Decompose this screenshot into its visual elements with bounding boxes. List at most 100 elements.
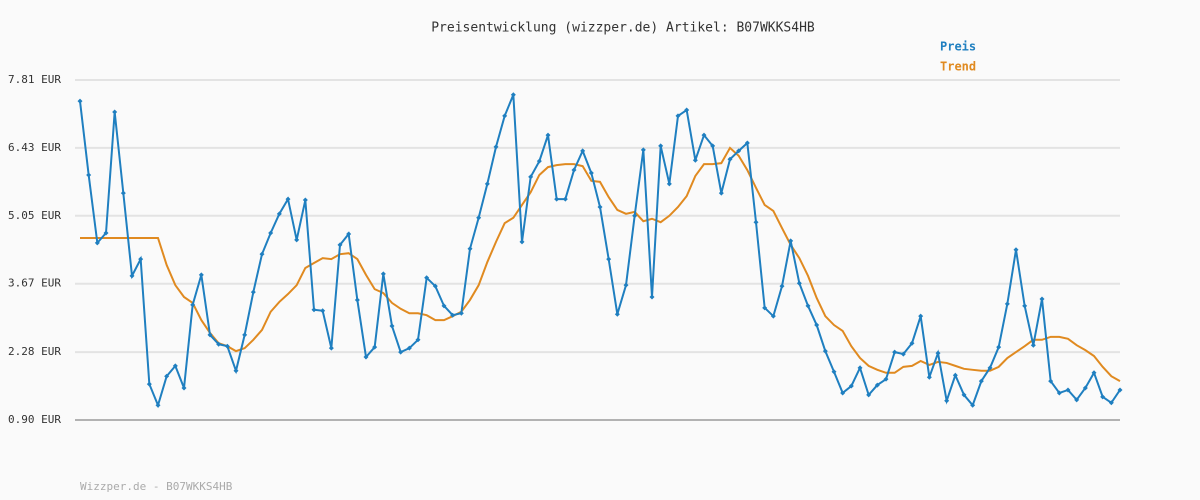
marker <box>138 256 144 262</box>
marker <box>857 365 863 371</box>
marker <box>675 113 681 119</box>
marker <box>484 181 490 187</box>
marker <box>337 242 343 248</box>
marker <box>779 283 785 289</box>
marker <box>831 369 837 375</box>
y-tick-label: 2.28 EUR <box>8 345 61 358</box>
marker <box>94 240 100 246</box>
marker <box>987 365 993 371</box>
marker <box>727 156 733 162</box>
marker <box>250 289 256 295</box>
y-tick-label: 6.43 EUR <box>8 141 61 154</box>
y-tick-label: 5.05 EUR <box>8 209 61 222</box>
marker <box>961 392 967 398</box>
marker <box>918 313 924 319</box>
marker <box>372 344 378 350</box>
marker <box>120 190 126 196</box>
marker <box>519 239 525 245</box>
marker <box>441 303 447 309</box>
marker <box>1013 247 1019 253</box>
marker <box>684 107 690 113</box>
marker <box>554 196 560 202</box>
marker <box>900 351 906 357</box>
marker <box>502 113 508 119</box>
marker <box>1022 303 1028 309</box>
marker <box>536 158 542 164</box>
marker <box>822 348 828 354</box>
marker <box>597 204 603 210</box>
marker <box>649 294 655 300</box>
marker <box>1048 378 1054 384</box>
marker <box>952 372 958 378</box>
marker <box>1074 397 1080 403</box>
marker <box>1100 394 1106 400</box>
marker <box>528 174 534 180</box>
marker <box>450 312 456 318</box>
chart-title: Preisentwicklung (wizzper.de) Artikel: B… <box>431 21 815 36</box>
marker <box>190 302 196 308</box>
marker <box>354 297 360 303</box>
footer: Wizzper.de - B07WKKS4HB <box>80 480 233 493</box>
marker <box>302 197 308 203</box>
marker <box>848 383 854 389</box>
marker <box>1117 387 1123 393</box>
marker <box>406 345 412 351</box>
marker <box>224 343 230 349</box>
marker <box>328 345 334 351</box>
marker <box>320 308 326 314</box>
marker <box>380 271 386 277</box>
marker <box>658 143 664 149</box>
legend-label: Preis <box>940 40 976 54</box>
marker <box>545 132 551 138</box>
line-1 <box>80 146 1121 382</box>
y-tick-label: 3.67 EUR <box>8 277 61 290</box>
marker <box>623 282 629 288</box>
marker <box>1004 301 1010 307</box>
marker <box>398 349 404 355</box>
marker <box>796 280 802 286</box>
marker <box>814 322 820 328</box>
marker <box>1091 370 1097 376</box>
y-tick-label: 7.81 EUR <box>8 73 61 86</box>
marker <box>805 303 811 309</box>
y-tick-label: 0.90 EUR <box>8 413 61 426</box>
marker <box>216 341 222 347</box>
marker <box>744 140 750 146</box>
marker <box>874 382 880 388</box>
marker <box>710 143 716 149</box>
marker <box>363 354 369 360</box>
marker <box>198 272 204 278</box>
marker <box>606 256 612 262</box>
marker <box>1065 387 1071 393</box>
marker <box>155 402 161 408</box>
marker <box>389 323 395 329</box>
marker <box>978 378 984 384</box>
marker <box>493 144 499 150</box>
marker <box>86 172 92 178</box>
marker <box>588 170 594 176</box>
marker <box>692 157 698 163</box>
marker <box>944 398 950 404</box>
marker <box>718 190 724 196</box>
marker <box>476 215 482 221</box>
marker <box>164 373 170 379</box>
marker <box>424 275 430 281</box>
marker <box>935 350 941 356</box>
marker <box>892 349 898 355</box>
marker <box>181 385 187 391</box>
marker <box>285 196 291 202</box>
marker <box>103 230 109 236</box>
marker <box>1056 390 1062 396</box>
marker <box>701 132 707 138</box>
legend-label: Trend <box>940 60 976 74</box>
marker <box>311 307 317 313</box>
marker <box>268 230 274 236</box>
marker <box>233 368 239 374</box>
marker <box>926 374 932 380</box>
marker <box>753 219 759 225</box>
marker <box>294 237 300 243</box>
marker <box>146 381 152 387</box>
